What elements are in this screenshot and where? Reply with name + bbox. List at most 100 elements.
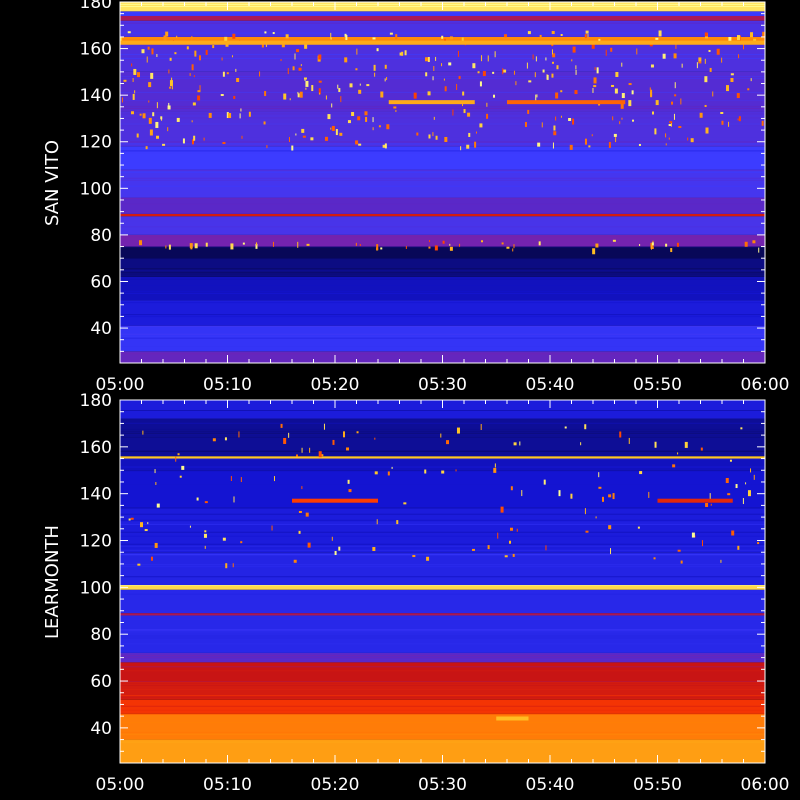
x-tick-label: 05:10 — [203, 775, 252, 795]
interference-speck — [671, 101, 674, 105]
interference-speck — [758, 247, 760, 253]
interference-speck — [463, 109, 466, 114]
interference-speck — [712, 91, 714, 97]
interference-speck — [513, 442, 517, 446]
frequency-band — [120, 36, 765, 44]
interference-speck — [509, 540, 512, 544]
interference-speck — [572, 118, 575, 125]
y-tick-label: 40 — [90, 319, 112, 339]
interference-speck — [318, 54, 322, 60]
band-striation — [120, 105, 765, 107]
interference-speck — [130, 111, 134, 115]
interference-speck — [193, 75, 195, 78]
interference-speck — [593, 77, 597, 84]
band-striation — [120, 292, 765, 294]
band-striation — [120, 302, 765, 304]
band-striation — [120, 272, 765, 274]
band-striation — [120, 593, 765, 595]
interference-speck — [376, 48, 379, 52]
interference-speck — [750, 468, 752, 473]
interference-speck — [631, 90, 634, 95]
interference-speck — [705, 127, 709, 134]
interference-speck — [198, 55, 201, 61]
band-striation — [120, 631, 765, 633]
interference-speck — [716, 48, 720, 55]
interference-speck — [389, 32, 393, 35]
interference-speck — [704, 104, 707, 107]
band-striation — [120, 637, 765, 639]
band-striation — [120, 662, 765, 664]
interference-speck — [222, 537, 226, 541]
interference-speck — [461, 104, 463, 107]
band-striation — [120, 185, 765, 187]
band-striation — [120, 274, 765, 276]
interference-speck — [264, 91, 267, 97]
interference-speck — [148, 117, 152, 124]
interference-speck — [443, 78, 445, 81]
band-striation — [120, 685, 765, 687]
interference-speck — [435, 135, 438, 140]
interference-speck — [297, 93, 300, 98]
interference-speck — [327, 114, 331, 120]
interference-speck — [440, 433, 442, 438]
interference-speck — [740, 427, 743, 430]
interference-speck — [471, 548, 475, 551]
band-striation — [120, 564, 765, 566]
band-striation — [120, 585, 765, 587]
interference-speck — [283, 437, 287, 444]
interference-speck — [425, 72, 428, 77]
interference-speck — [239, 113, 241, 119]
band-striation — [120, 654, 765, 656]
interference-speck — [487, 55, 489, 62]
interference-speck — [222, 142, 226, 145]
interference-speck — [592, 248, 596, 255]
y-tick-label: 40 — [90, 719, 112, 739]
interference-speck — [444, 86, 447, 92]
interference-speck — [320, 454, 324, 457]
interference-speck — [668, 137, 670, 140]
interference-speck — [730, 73, 734, 76]
interference-speck — [655, 100, 659, 106]
interference-speck — [456, 83, 458, 90]
interference-speck — [232, 563, 234, 568]
interference-speck — [538, 241, 541, 246]
interference-speck — [752, 240, 756, 244]
interference-speck — [289, 98, 291, 101]
interference-speck — [593, 85, 597, 88]
interference-speck — [148, 82, 152, 88]
interference-speck — [295, 454, 298, 457]
interference-speck — [266, 145, 268, 149]
interference-speck — [311, 85, 314, 92]
interference-speck — [221, 57, 223, 61]
interference-speck — [357, 116, 361, 121]
interference-speck — [233, 496, 235, 503]
interference-speck — [425, 57, 429, 62]
interference-speck — [571, 59, 573, 62]
interference-speck — [710, 503, 712, 506]
interference-speck — [351, 111, 355, 116]
interference-speck — [205, 49, 208, 55]
interference-speck — [197, 90, 201, 93]
band-striation — [120, 220, 765, 222]
band-striation — [120, 434, 765, 436]
interference-speck — [736, 35, 740, 41]
y-tick-label: 120 — [80, 532, 112, 552]
interference-speck — [528, 80, 532, 83]
interference-speck — [155, 121, 159, 128]
band-striation — [120, 466, 765, 468]
interference-speck — [305, 87, 307, 90]
interference-speck — [168, 102, 170, 107]
x-tick-label: 06:00 — [741, 775, 790, 795]
interference-speck — [359, 83, 361, 86]
interference-speck — [296, 49, 300, 53]
frequency-band — [120, 146, 765, 170]
interference-speck — [441, 470, 445, 474]
interference-speck — [494, 51, 496, 58]
interference-speck — [699, 112, 703, 118]
interference-speck — [259, 71, 261, 77]
interference-speck — [342, 431, 345, 438]
interference-speck — [168, 69, 170, 74]
interference-speck — [306, 243, 310, 246]
interference-speck — [468, 132, 471, 137]
interference-speck — [726, 85, 730, 92]
